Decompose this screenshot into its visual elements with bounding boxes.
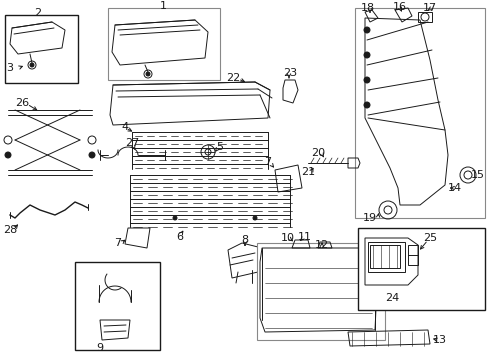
Bar (75, 262, 160, 350)
Bar (257, 243, 384, 340)
Circle shape (363, 52, 369, 58)
Circle shape (363, 102, 369, 108)
Text: 24: 24 (384, 293, 398, 303)
Text: 18: 18 (360, 3, 374, 13)
Text: 5: 5 (216, 142, 223, 152)
Text: 16: 16 (392, 2, 406, 12)
Text: 28: 28 (3, 225, 17, 235)
Circle shape (146, 72, 150, 76)
Text: 13: 13 (432, 335, 446, 345)
Text: 26: 26 (15, 98, 29, 108)
Text: 25: 25 (422, 233, 436, 243)
Text: 8: 8 (241, 235, 248, 245)
Text: 2: 2 (34, 8, 41, 18)
Text: 1: 1 (159, 1, 166, 11)
Text: 15: 15 (470, 170, 484, 180)
Text: 14: 14 (447, 183, 461, 193)
Circle shape (363, 77, 369, 83)
Bar (5, 15, 78, 83)
Circle shape (173, 216, 177, 220)
Circle shape (89, 152, 95, 158)
Text: 12: 12 (314, 240, 328, 250)
Text: 4: 4 (121, 122, 128, 132)
Text: 17: 17 (422, 3, 436, 13)
Circle shape (252, 216, 257, 220)
Text: 9: 9 (96, 343, 103, 353)
Bar (108, 8, 220, 80)
Text: 27: 27 (124, 138, 139, 148)
Text: 7: 7 (114, 238, 122, 248)
Circle shape (5, 152, 11, 158)
Text: 6: 6 (176, 232, 183, 242)
Text: 10: 10 (281, 233, 294, 243)
Text: 22: 22 (225, 73, 240, 83)
Circle shape (30, 63, 34, 67)
Bar (357, 228, 484, 310)
Text: 7: 7 (264, 157, 271, 167)
Text: 11: 11 (297, 232, 311, 242)
Text: 19: 19 (362, 213, 376, 223)
Text: 3: 3 (6, 63, 14, 73)
Text: 20: 20 (310, 148, 325, 158)
Circle shape (363, 27, 369, 33)
Text: 21: 21 (300, 167, 314, 177)
Bar (354, 8, 484, 218)
Text: 23: 23 (283, 68, 296, 78)
